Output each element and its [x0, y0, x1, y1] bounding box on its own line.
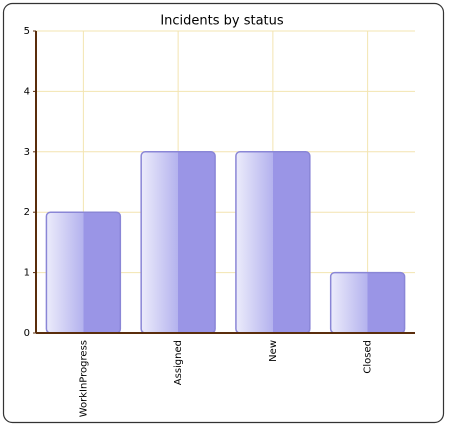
y-tick-label: 3	[24, 147, 30, 158]
bar	[329, 271, 406, 334]
x-tick-label: WorkInProgress	[78, 340, 89, 417]
x-tick-label: Assigned	[173, 340, 184, 385]
y-tick-label: 0	[24, 328, 30, 339]
bar	[140, 151, 216, 334]
bar	[45, 211, 122, 334]
y-tick-label: 1	[24, 268, 30, 279]
bar	[235, 151, 311, 334]
x-tick-label: New	[268, 340, 279, 362]
y-tick-label: 4	[24, 86, 30, 97]
chart-title: Incidents by status	[160, 14, 284, 29]
y-tick-label: 5	[24, 26, 30, 37]
y-tick-label: 2	[24, 207, 30, 218]
x-tick-label: Closed	[363, 340, 374, 374]
